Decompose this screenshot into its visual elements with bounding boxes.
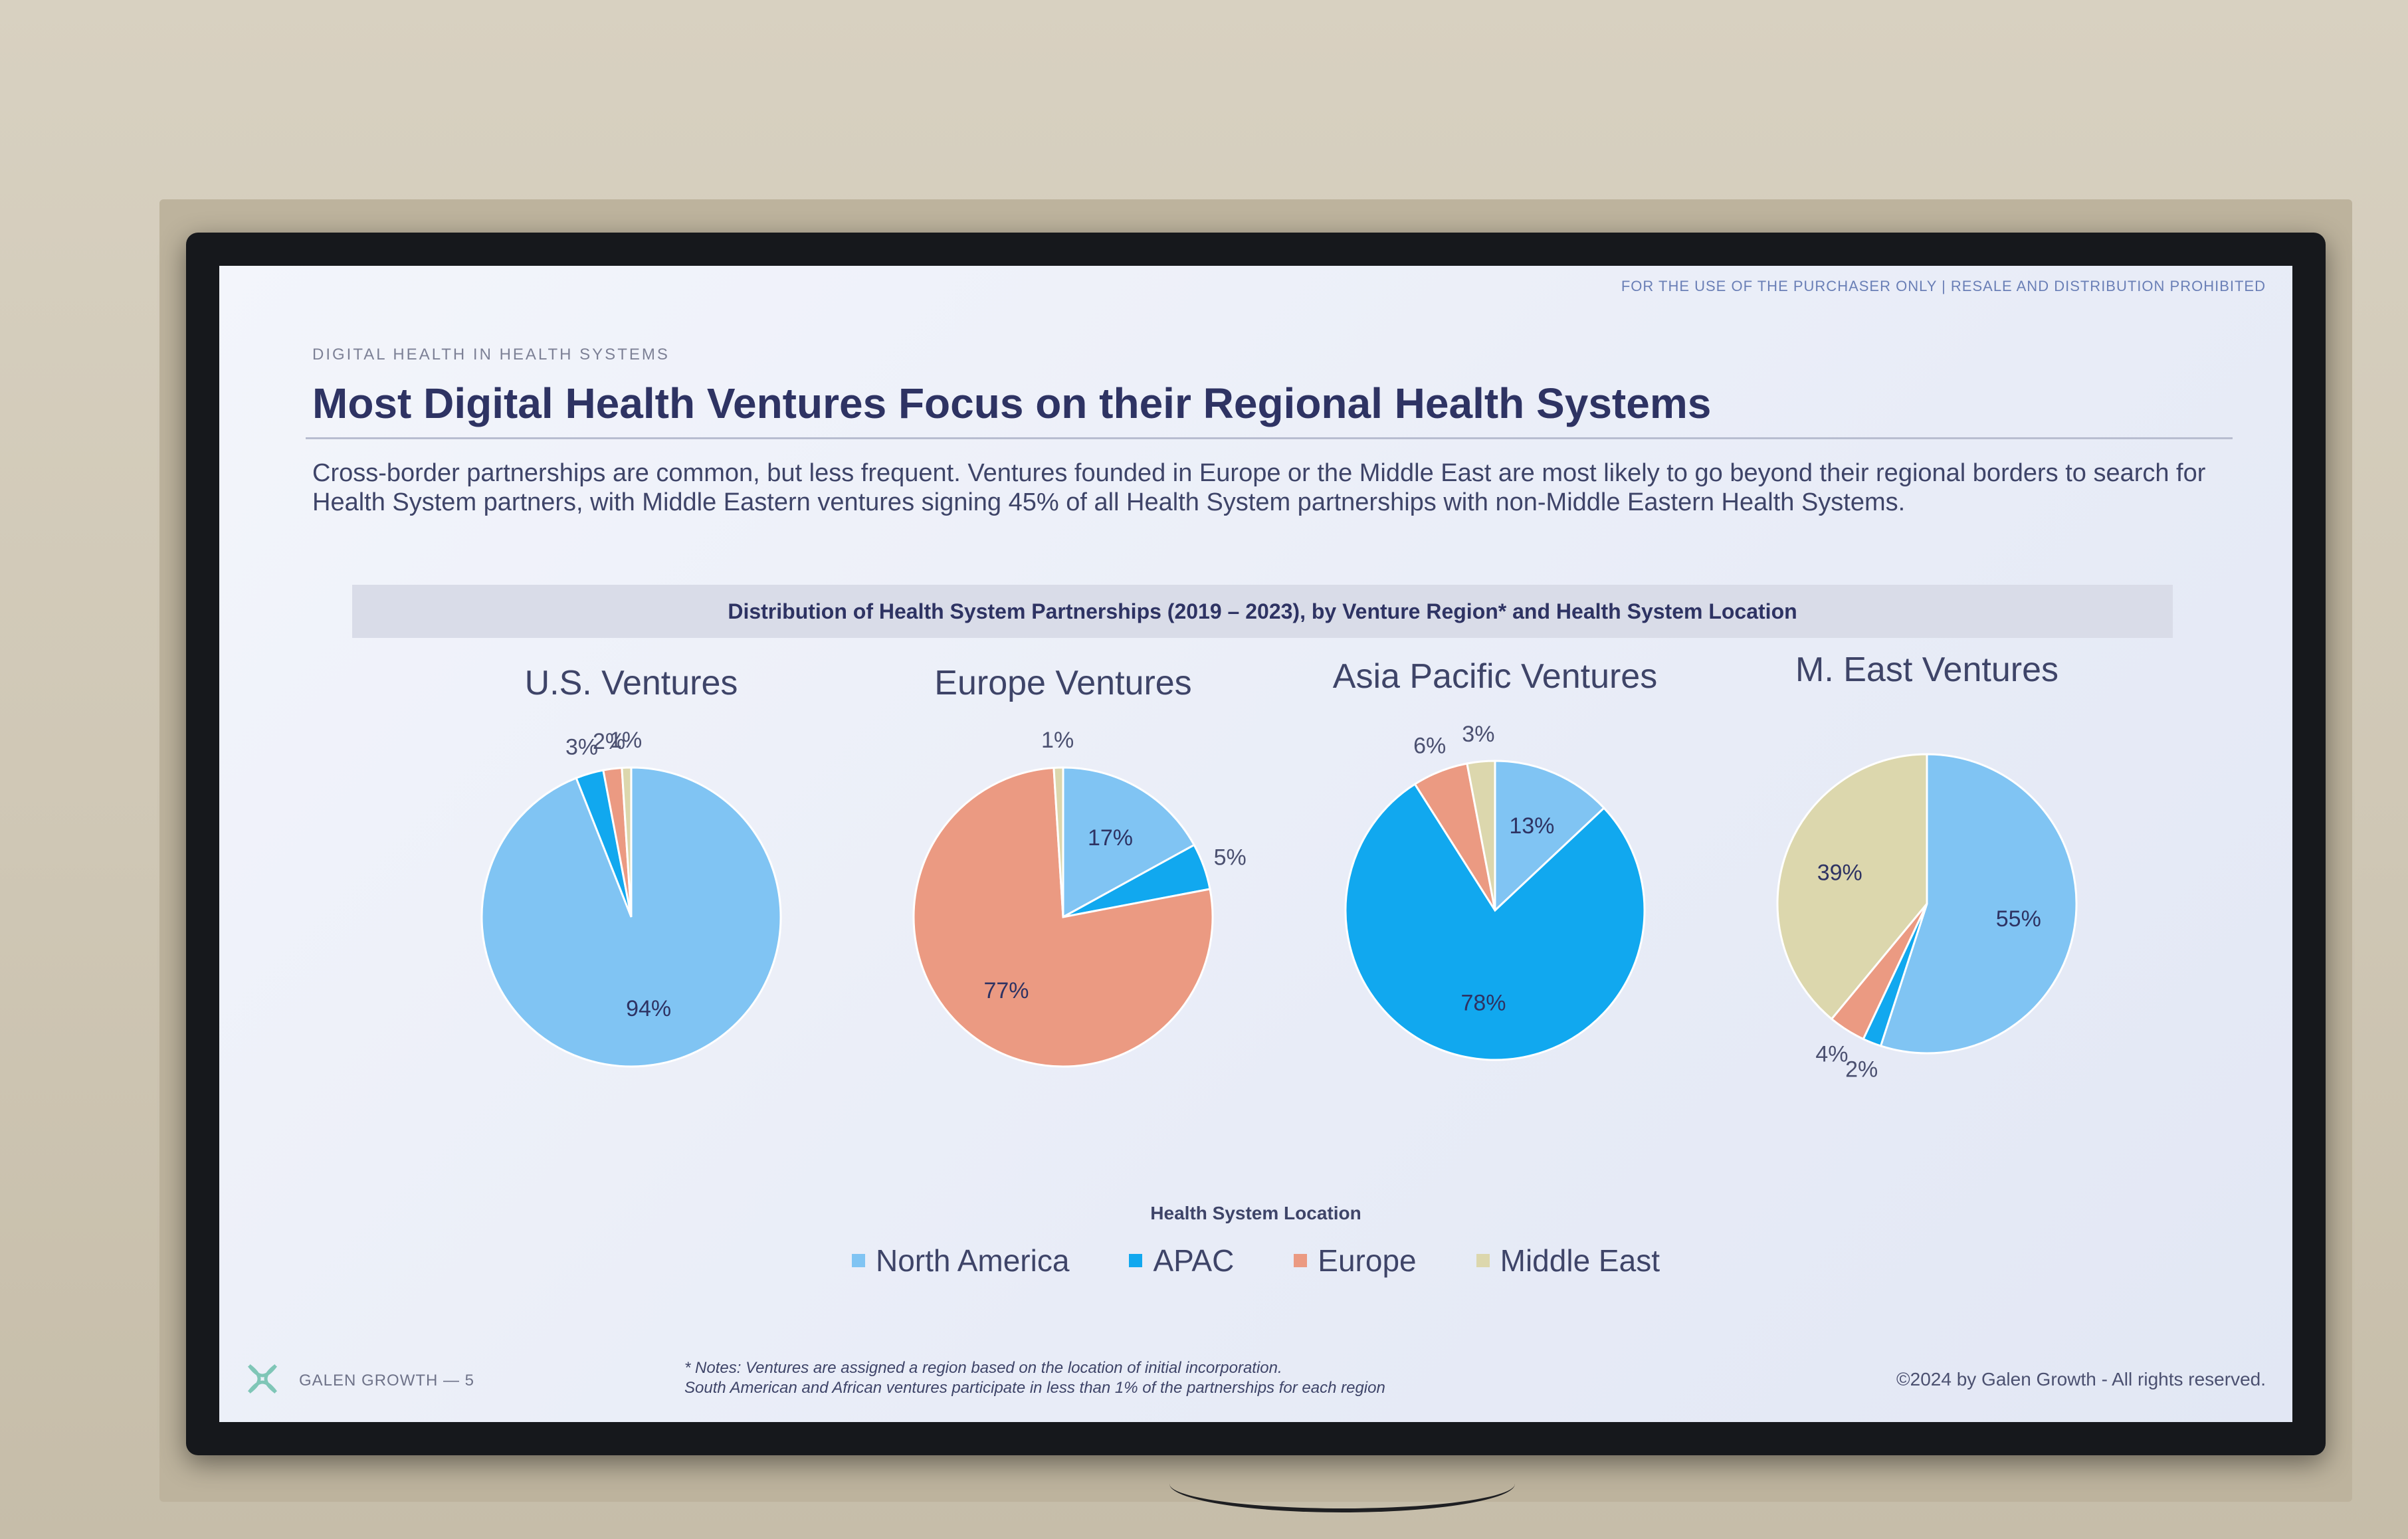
m-east-ventures-slice-north-america — [1879, 753, 2078, 1055]
legend-swatch — [1129, 1254, 1143, 1267]
legend-item-apac: APAC — [1129, 1243, 1234, 1279]
asia-pacific-ventures-label-middle-east: 3% — [1462, 722, 1494, 747]
footer-copyright: ©2024 by Galen Growth - All rights reser… — [1896, 1369, 2266, 1389]
europe-ventures-slice-europe — [912, 766, 1214, 1068]
legend-title: Health System Location — [1150, 1203, 1361, 1223]
chart-banner: Distribution of Health System Partnershi… — [352, 585, 2173, 638]
asia-pacific-ventures-slice-middle-east — [1466, 760, 1496, 911]
u-s-ventures-title: U.S. Ventures — [525, 664, 738, 702]
europe-ventures-label-middle-east: 1% — [1041, 728, 1074, 753]
footer-note-line-2: South American and African ventures part… — [684, 1379, 1385, 1397]
footer-note-line-1: * Notes: Ventures are assigned a region … — [684, 1359, 1282, 1377]
m-east-ventures-label-europe: 4% — [1815, 1041, 1848, 1067]
europe-ventures-title: Europe Ventures — [934, 664, 1191, 702]
slide-screen: FOR THE USE OF THE PURCHASER ONLY | RESA… — [219, 266, 2292, 1422]
intro-paragraph: Cross-border partnerships are common, bu… — [312, 459, 2206, 516]
europe-ventures-slice-middle-east — [1053, 766, 1064, 918]
footer-brand: GALEN GROWTH — 5 — [299, 1372, 475, 1389]
legend-swatch — [1294, 1254, 1308, 1267]
asia-pacific-ventures-label-apac: 78% — [1460, 990, 1506, 1015]
asia-pacific-ventures-label-europe: 6% — [1413, 734, 1446, 759]
europe-ventures-label-north-america: 17% — [1088, 825, 1133, 851]
legend-label: North America — [876, 1243, 1070, 1278]
footer-notes: * Notes: Ventures are assigned a region … — [684, 1358, 1548, 1398]
tv-cable — [1169, 1455, 1515, 1512]
u-s-ventures-label-europe: 2% — [593, 729, 625, 754]
disclaimer-text: FOR THE USE OF THE PURCHASER ONLY | RESA… — [1621, 278, 2266, 294]
asia-pacific-ventures-title: Asia Pacific Ventures — [1333, 657, 1657, 696]
legend-swatch — [1476, 1254, 1490, 1267]
m-east-ventures-slice-middle-east — [1776, 753, 1928, 1021]
legend-item-europe: Europe — [1294, 1243, 1417, 1279]
legend-label: Middle East — [1500, 1243, 1660, 1278]
asia-pacific-ventures-label-north-america: 13% — [1509, 813, 1554, 839]
u-s-ventures-slice-middle-east — [621, 766, 633, 918]
europe-ventures-label-europe: 77% — [983, 978, 1029, 1003]
section-label: DIGITAL HEALTH IN HEALTH SYSTEMS — [312, 346, 670, 363]
chart-legend: North America APAC Europe Middle East — [219, 1243, 2292, 1279]
legend-item-north-america: North America — [852, 1243, 1069, 1279]
title-divider — [306, 437, 2233, 439]
galen-growth-logo-icon — [248, 1364, 277, 1393]
legend-swatch — [852, 1254, 865, 1267]
m-east-ventures-title: M. East Ventures — [1795, 651, 2058, 689]
chart-banner-text: Distribution of Health System Partnershi… — [728, 599, 1797, 623]
u-s-ventures-label-north-america: 94% — [626, 996, 671, 1021]
slide-title: Most Digital Health Ventures Focus on th… — [312, 379, 1712, 427]
u-s-ventures-label-middle-east: 1% — [609, 728, 642, 753]
asia-pacific-ventures-slice-north-america — [1494, 760, 1606, 913]
europe-ventures-slice-north-america — [1062, 766, 1196, 919]
europe-ventures-label-apac: 5% — [1214, 845, 1247, 871]
asia-pacific-ventures-slice-apac — [1344, 782, 1646, 1061]
legend-item-middle-east: Middle East — [1476, 1243, 1660, 1279]
legend-label: Europe — [1318, 1243, 1417, 1278]
legend-label: APAC — [1153, 1243, 1235, 1278]
m-east-ventures-label-middle-east: 39% — [1817, 861, 1862, 886]
u-s-ventures-label-apac: 3% — [565, 735, 598, 760]
m-east-ventures-label-north-america: 55% — [1996, 906, 2041, 932]
m-east-ventures-label-apac: 2% — [1845, 1057, 1878, 1082]
